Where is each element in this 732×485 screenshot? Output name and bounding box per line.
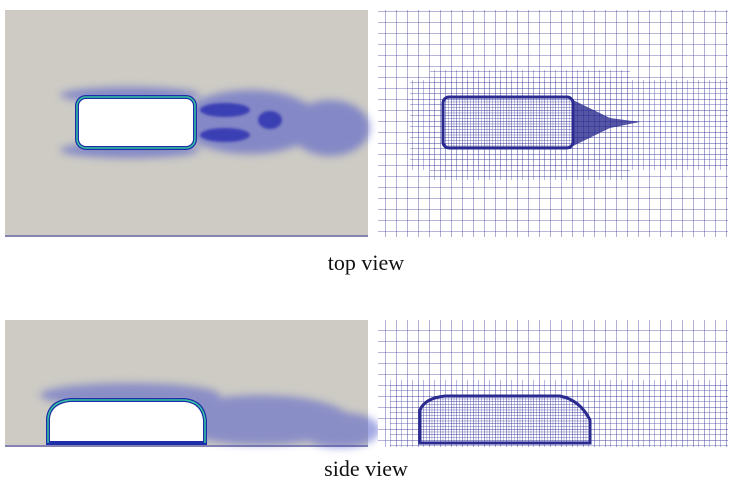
side-flow-panel [5,320,380,448]
side-mesh-panel [378,320,728,447]
figure: top view side view [0,0,732,485]
top-mesh-panel [378,10,728,237]
figure-graphic: top view side view [0,0,732,485]
caption: top view [328,250,404,275]
top-flow-panel [5,10,370,237]
caption: side view [324,456,408,481]
